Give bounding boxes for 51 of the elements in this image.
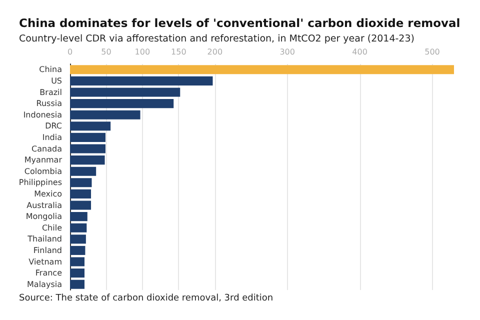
y-tick-label: Russia xyxy=(36,99,62,108)
x-tick-label: 200 xyxy=(207,48,223,56)
y-tick-label: Myanmar xyxy=(24,156,63,165)
x-tick-label: 400 xyxy=(352,48,368,56)
bar xyxy=(70,212,88,222)
bar xyxy=(70,223,87,232)
y-tick-label: China xyxy=(39,65,62,74)
y-tick-label: DRC xyxy=(45,122,62,131)
y-tick-label: US xyxy=(51,76,62,86)
bar xyxy=(70,88,180,97)
bar xyxy=(70,257,84,266)
bar xyxy=(70,99,174,108)
y-tick-label: Colombia xyxy=(24,166,62,176)
bar xyxy=(70,65,454,74)
bar xyxy=(70,144,106,154)
bar xyxy=(70,166,96,176)
y-tick-label: Malaysia xyxy=(27,280,62,289)
y-tick-label: Mexico xyxy=(34,189,62,198)
bar xyxy=(70,200,92,210)
bar xyxy=(70,156,105,165)
y-tick-label: Vietnam xyxy=(28,257,62,266)
y-tick-label: Australia xyxy=(26,200,62,210)
bar xyxy=(70,234,86,244)
bar xyxy=(70,122,111,131)
y-tick-label: Thailand xyxy=(26,234,62,244)
y-tick-label: Mongolia xyxy=(26,212,62,222)
source-note: Source: The state of carbon dioxide removal, 3rd edition xyxy=(19,294,274,304)
y-tick-label: Brazil xyxy=(40,88,62,97)
bar xyxy=(70,178,92,188)
y-tick-label: Finland xyxy=(33,246,62,255)
chart-subtitle: Country-level CDR via afforestation and reforestation, in MtCO2 per year (2014-23) xyxy=(19,34,414,44)
y-tick-label: Canada xyxy=(32,144,62,154)
bar xyxy=(70,132,106,142)
x-tick-label: 100 xyxy=(134,48,150,56)
y-tick-label: Chile xyxy=(42,223,62,232)
y-tick-label: France xyxy=(35,268,62,278)
x-tick-label: 50 xyxy=(101,48,112,56)
y-tick-label: Indonesia xyxy=(23,110,62,120)
x-tick-label: 0 xyxy=(67,48,73,56)
bar xyxy=(70,110,140,120)
bar xyxy=(70,76,213,86)
chart-title: China dominates for levels of 'conventional' carbon dioxide removal xyxy=(19,16,460,30)
bar xyxy=(70,189,92,198)
bar xyxy=(70,268,84,278)
bar xyxy=(70,246,86,255)
y-tick-label: India xyxy=(42,132,62,142)
x-tick-label: 300 xyxy=(280,48,295,56)
x-tick-label: 500 xyxy=(424,48,440,56)
x-tick-label: 150 xyxy=(171,48,186,56)
bar xyxy=(70,280,84,289)
y-tick-label: Philippines xyxy=(18,178,62,188)
